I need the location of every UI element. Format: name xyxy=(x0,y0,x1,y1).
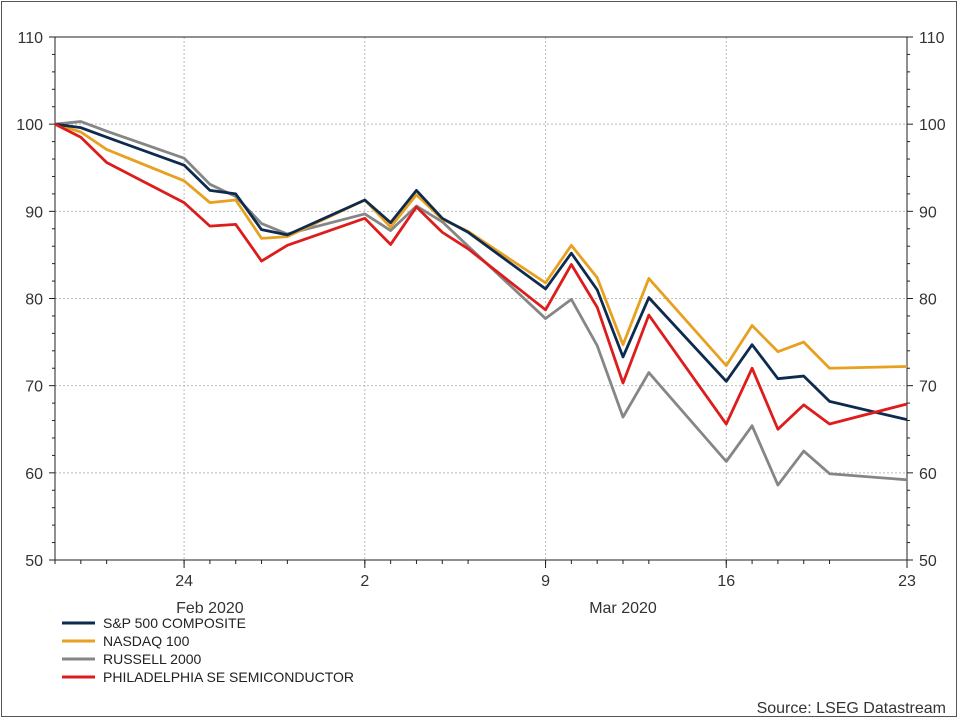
y-tick-label-left: 60 xyxy=(25,466,43,483)
axes: 50 50 60 60 70 70 80 80 90 90 100 100 110 110 24 2 9 16 23… xyxy=(16,30,946,617)
y-tick-label-right: 100 xyxy=(919,117,946,134)
series-line-4 xyxy=(54,122,908,431)
y-tick-label-left: 50 xyxy=(25,553,43,570)
x-tick-label: 2 xyxy=(360,573,369,590)
y-tick-label-left: 70 xyxy=(25,379,43,396)
y-tick-label-right: 70 xyxy=(919,379,937,396)
legend-label: NASDAQ 100 xyxy=(103,633,190,649)
x-tick-label: 16 xyxy=(717,573,735,590)
grid-lines xyxy=(55,37,907,560)
legend: S&P 500 COMPOSITE NASDAQ 100 RUSSELL 2000 P… xyxy=(62,615,354,685)
y-tick-label-left: 90 xyxy=(25,204,43,221)
y-tick-label-left: 100 xyxy=(16,117,43,134)
y-tick-label-right: 60 xyxy=(919,466,937,483)
x-tick-label: 24 xyxy=(175,573,193,590)
legend-label: PHILADELPHIA SE SEMICONDUCTOR xyxy=(103,669,354,685)
y-tick-label-right: 110 xyxy=(919,30,945,47)
y-tick-label-right: 50 xyxy=(919,553,937,570)
y-tick-label-right: 90 xyxy=(919,204,937,221)
series-line-2 xyxy=(54,122,908,370)
series-line-1 xyxy=(54,122,908,422)
y-tick-label-left: 110 xyxy=(17,30,43,47)
series-line-3 xyxy=(54,120,908,487)
source-note: Source: LSEG Datastream xyxy=(757,700,946,717)
legend-label: RUSSELL 2000 xyxy=(103,651,202,667)
x-month-label: Mar 2020 xyxy=(589,600,657,617)
y-tick-label-left: 80 xyxy=(25,292,43,309)
x-tick-label: 9 xyxy=(541,573,550,590)
series-lines xyxy=(54,120,908,487)
y-tick-label-right: 80 xyxy=(919,292,937,309)
x-tick-label: 23 xyxy=(898,573,916,590)
x-month-label: Feb 2020 xyxy=(176,600,244,617)
legend-label: S&P 500 COMPOSITE xyxy=(103,615,246,631)
